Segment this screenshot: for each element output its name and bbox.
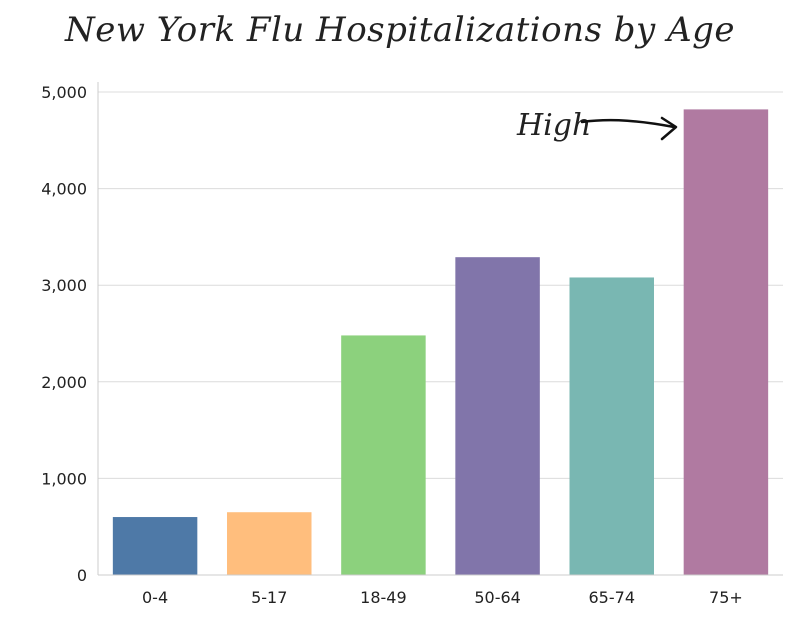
x-tick-label: 0-4 xyxy=(142,588,168,607)
axes xyxy=(97,82,783,576)
y-tick-label: 0 xyxy=(77,566,87,585)
annotation-text: High xyxy=(516,108,591,143)
y-tick-label: 4,000 xyxy=(41,180,87,199)
y-tick-labels: 0 1,000 2,000 3,000 4,000 5,000 xyxy=(41,83,87,585)
x-tick-label: 5-17 xyxy=(251,588,287,607)
chart-title: New York Flu Hospitalizations by Age xyxy=(64,10,736,50)
x-tick-label: 50-64 xyxy=(474,588,521,607)
annotation-arrow xyxy=(580,118,676,129)
x-tick-label: 18-49 xyxy=(360,588,407,607)
y-tick-label: 1,000 xyxy=(41,469,87,488)
gridlines xyxy=(98,91,783,479)
x-tick-label: 65-74 xyxy=(589,588,636,607)
bar-0-4 xyxy=(112,517,198,575)
annotation-arrowhead xyxy=(660,116,678,141)
bar-75+ xyxy=(683,109,769,575)
annotation: High xyxy=(516,108,678,143)
bar-5-17 xyxy=(227,512,312,575)
bar-50-64 xyxy=(455,257,540,575)
y-tick-label: 2,000 xyxy=(41,373,87,392)
bar-18-49 xyxy=(341,335,426,575)
y-tick-label: 3,000 xyxy=(41,276,87,295)
bar-65-74 xyxy=(569,277,654,575)
bars xyxy=(112,109,769,575)
y-tick-label: 5,000 xyxy=(41,83,87,102)
x-tick-labels: 0-4 5-17 18-49 50-64 65-74 75+ xyxy=(142,588,743,607)
x-tick-label: 75+ xyxy=(709,588,743,607)
